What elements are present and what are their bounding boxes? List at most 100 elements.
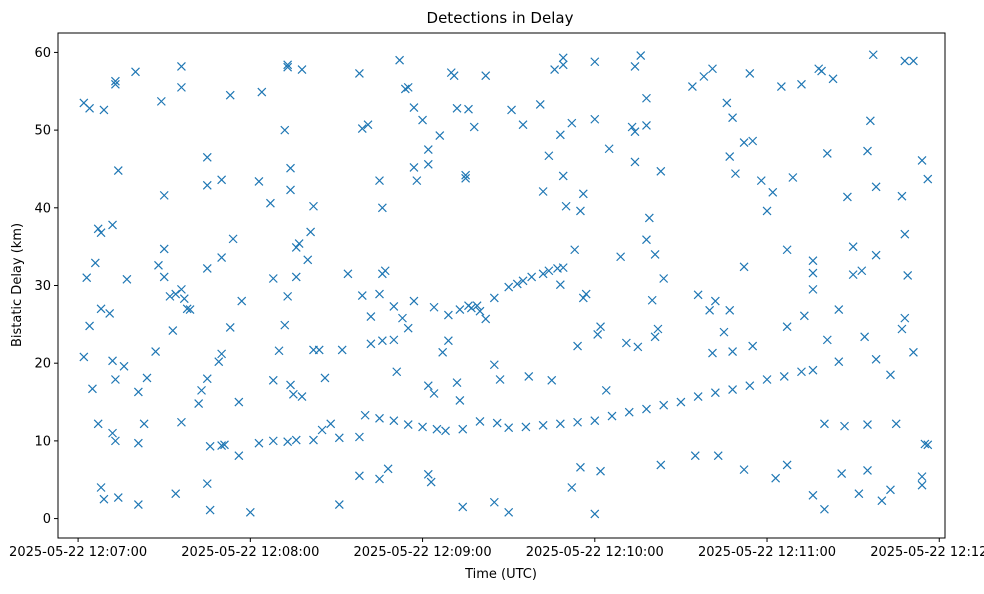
data-point: [403, 420, 413, 429]
data-point: [297, 65, 307, 74]
data-point: [725, 305, 735, 315]
data-point: [820, 419, 829, 429]
y-tick-label: 50: [34, 124, 51, 139]
data-point: [512, 279, 522, 289]
data-point: [156, 96, 166, 106]
data-point: [547, 375, 557, 385]
y-axis: 0 10 20 30 40 50 60: [34, 46, 58, 527]
data-point: [96, 228, 106, 238]
data-point: [596, 466, 605, 476]
data-point: [708, 64, 717, 74]
data-point: [283, 60, 293, 70]
data-point: [113, 166, 123, 175]
data-point: [917, 472, 927, 482]
data-point: [268, 436, 278, 446]
data-point: [412, 176, 422, 186]
data-point: [159, 190, 169, 200]
data-point: [294, 239, 304, 248]
data-point: [400, 84, 410, 94]
data-point: [99, 494, 109, 504]
data-point: [808, 268, 818, 278]
data-point: [375, 289, 384, 299]
data-point: [220, 440, 229, 450]
data-point: [771, 473, 781, 483]
data-point: [268, 375, 278, 385]
data-point: [817, 66, 826, 76]
data-point: [596, 322, 605, 332]
data-point: [334, 433, 344, 443]
data-point: [280, 320, 290, 330]
data-point: [828, 74, 838, 84]
data-point: [389, 335, 399, 345]
data-point: [848, 242, 858, 252]
data-point: [177, 417, 186, 427]
data-point: [93, 419, 103, 429]
data-point: [96, 483, 106, 492]
data-point: [630, 61, 640, 71]
data-point: [555, 419, 565, 429]
data-point: [283, 291, 293, 301]
data-point: [423, 145, 433, 154]
data-point: [108, 356, 117, 366]
data-point: [455, 396, 465, 405]
data-point: [182, 304, 192, 314]
data-point: [291, 243, 301, 252]
data-point: [461, 170, 471, 180]
data-point: [423, 469, 433, 479]
data-point: [90, 258, 100, 268]
data-point: [728, 113, 738, 123]
data-point: [426, 477, 436, 487]
data-point: [159, 244, 169, 254]
data-point: [286, 185, 295, 195]
data-point: [151, 347, 161, 356]
data-point: [650, 332, 660, 342]
data-point: [822, 335, 832, 345]
data-point: [842, 192, 852, 202]
data-point: [449, 71, 459, 81]
data-point: [739, 138, 749, 147]
data-point: [291, 435, 301, 445]
data-point: [375, 474, 384, 484]
data-point: [908, 347, 918, 357]
data-point: [286, 163, 295, 173]
data-point: [923, 174, 933, 184]
data-point: [389, 302, 399, 311]
data-point: [808, 284, 818, 294]
data-point: [705, 305, 715, 315]
data-point: [418, 422, 427, 432]
data-point: [133, 387, 143, 397]
data-point: [171, 289, 181, 299]
data-point: [383, 464, 393, 474]
data-point: [900, 229, 910, 239]
data-point: [366, 339, 376, 349]
data-point: [782, 460, 792, 470]
data-point: [291, 272, 301, 282]
data-point: [177, 82, 186, 92]
data-point: [863, 146, 872, 156]
data-point: [455, 305, 465, 315]
data-point: [504, 423, 514, 433]
data-point: [710, 388, 720, 398]
data-point: [306, 227, 316, 237]
data-point: [886, 370, 895, 380]
data-point: [538, 420, 548, 430]
data-point: [343, 269, 353, 279]
data-point: [722, 98, 732, 108]
data-point: [636, 51, 646, 60]
data-point: [96, 304, 106, 314]
data-point: [558, 53, 568, 63]
data-point: [728, 385, 738, 395]
data-point: [590, 416, 600, 426]
data-point: [441, 426, 450, 436]
data-point: [728, 347, 738, 356]
data-point: [917, 480, 927, 490]
data-point: [110, 76, 120, 86]
y-tick-label: 60: [34, 46, 51, 61]
data-point: [375, 176, 384, 186]
data-point: [217, 175, 227, 185]
data-point: [458, 424, 468, 434]
data-point: [558, 60, 568, 70]
data-point: [848, 270, 858, 280]
data-point: [808, 490, 818, 500]
